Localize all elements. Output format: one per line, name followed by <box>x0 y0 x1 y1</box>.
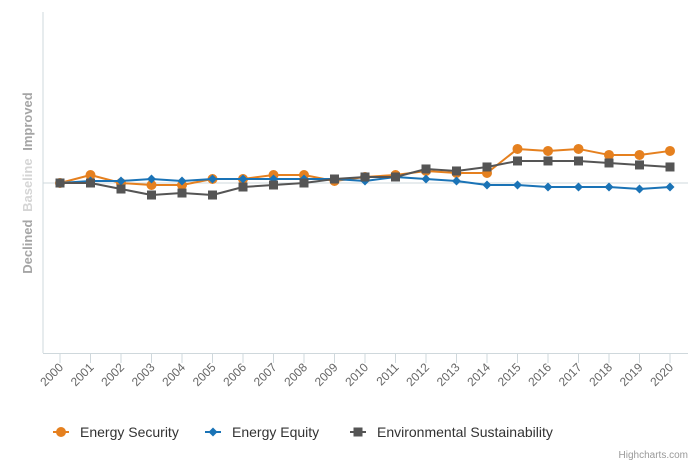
x-tick-label-2004: 2004 <box>159 360 188 389</box>
data-point[interactable] <box>635 160 644 170</box>
legend-item-energy-equity[interactable]: Energy Equity <box>205 424 319 440</box>
data-point[interactable] <box>147 190 156 200</box>
data-point[interactable] <box>573 143 584 154</box>
x-tick-label-2003: 2003 <box>129 360 158 389</box>
x-tick-label-2012: 2012 <box>403 360 432 389</box>
legend: Energy Security Energy Equity Environmenta… <box>53 424 553 440</box>
data-point[interactable] <box>635 184 644 194</box>
legend-label: Energy Security <box>80 424 179 440</box>
data-point[interactable] <box>85 169 96 180</box>
x-tick-label-2010: 2010 <box>342 360 371 389</box>
legend-item-environmental-sustainability[interactable]: Environmental Sustainability <box>350 424 553 440</box>
data-point[interactable] <box>604 149 614 160</box>
legend-symbol[interactable] <box>208 427 218 437</box>
data-point[interactable] <box>146 180 157 191</box>
x-tick-label-2018: 2018 <box>586 360 615 389</box>
data-point[interactable] <box>238 174 248 184</box>
data-point[interactable] <box>421 164 431 174</box>
x-tick-label-2016: 2016 <box>525 360 554 389</box>
data-point[interactable] <box>360 172 370 182</box>
data-point[interactable] <box>330 174 339 184</box>
data-point[interactable] <box>482 162 492 172</box>
data-point[interactable] <box>299 178 309 188</box>
data-point[interactable] <box>665 145 675 156</box>
x-tick-label-2002: 2002 <box>98 360 127 389</box>
data-point[interactable] <box>147 174 156 184</box>
x-tick-label-2009: 2009 <box>312 360 341 389</box>
data-point[interactable] <box>452 166 461 176</box>
data-point[interactable] <box>116 176 126 186</box>
x-tick-label-2006: 2006 <box>220 360 249 389</box>
y-label-improved: Improved <box>20 92 35 151</box>
legend-item-energy-security[interactable]: Energy Security <box>53 424 179 440</box>
data-point[interactable] <box>269 180 278 190</box>
data-point[interactable] <box>391 172 400 182</box>
data-point[interactable] <box>574 156 583 166</box>
data-point[interactable] <box>543 156 553 166</box>
data-point[interactable] <box>116 184 126 194</box>
data-point[interactable] <box>55 178 65 188</box>
series-environmental-sustainability <box>55 156 675 200</box>
data-point[interactable] <box>177 188 187 198</box>
x-axis-ticks: 2000 2001 2002 2003 2004 2005 2006 2007 2008 2009… <box>37 353 676 389</box>
legend-symbol[interactable] <box>353 427 363 437</box>
data-point[interactable] <box>665 182 675 192</box>
data-point[interactable] <box>208 190 217 200</box>
data-point[interactable] <box>512 143 523 154</box>
x-tick-label-2011: 2011 <box>373 360 401 388</box>
x-tick-label-2014: 2014 <box>464 360 493 389</box>
x-tick-label-2017: 2017 <box>556 360 585 389</box>
y-label-declined: Declined <box>20 219 35 273</box>
legend-label: Environmental Sustainability <box>377 424 553 440</box>
x-tick-label-2019: 2019 <box>617 360 646 389</box>
x-tick-label-2013: 2013 <box>434 360 463 389</box>
data-point[interactable] <box>634 149 645 160</box>
data-point[interactable] <box>513 180 522 190</box>
x-tick-label-2020: 2020 <box>647 360 676 389</box>
x-tick-label-2008: 2008 <box>281 360 310 389</box>
data-point[interactable] <box>604 182 614 192</box>
data-point[interactable] <box>452 176 461 186</box>
data-point[interactable] <box>604 158 614 168</box>
series-group <box>55 143 675 200</box>
y-label-baseline: Baseline <box>20 158 35 211</box>
x-tick-label-2000: 2000 <box>37 360 66 389</box>
data-point[interactable] <box>513 156 522 166</box>
data-point[interactable] <box>421 174 431 184</box>
x-tick-label-2015: 2015 <box>495 360 524 389</box>
data-point[interactable] <box>574 182 583 192</box>
data-point[interactable] <box>482 180 492 190</box>
x-tick-label-2001: 2001 <box>68 360 97 389</box>
y-axis-title: Declined Baseline Improved <box>20 92 35 273</box>
credits-link[interactable]: Highcharts.com <box>619 450 688 461</box>
x-tick-label-2007: 2007 <box>251 360 280 389</box>
svg-text:Declined Baseline: Declined Baseline Improved <box>20 92 35 273</box>
data-point[interactable] <box>238 182 248 192</box>
x-tick-label-2005: 2005 <box>190 360 219 389</box>
data-point[interactable] <box>543 145 553 156</box>
data-point[interactable] <box>665 162 675 172</box>
data-point[interactable] <box>208 174 217 184</box>
data-point[interactable] <box>543 182 553 192</box>
legend-label: Energy Equity <box>232 424 319 440</box>
legend-symbol[interactable] <box>56 427 66 437</box>
data-point[interactable] <box>177 176 187 186</box>
data-point[interactable] <box>86 178 95 188</box>
